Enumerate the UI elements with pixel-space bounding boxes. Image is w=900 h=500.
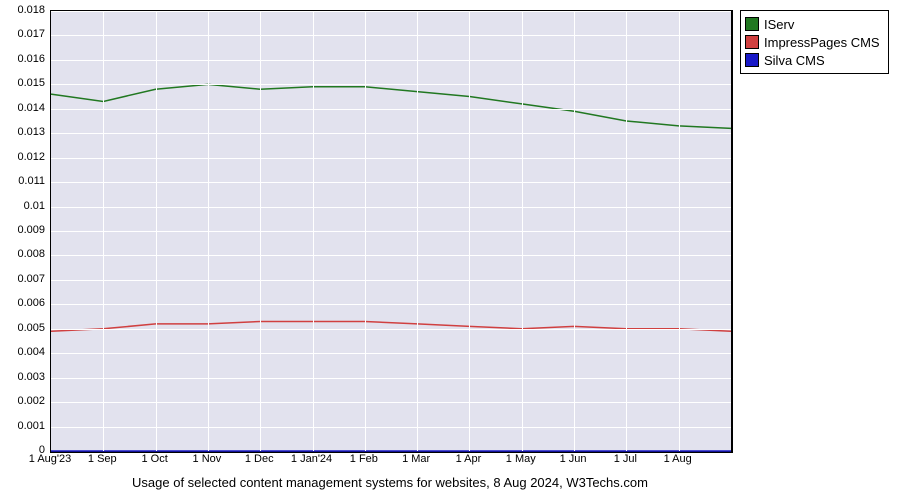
gridline-h [51,427,731,428]
y-axis-label: 0.018 [5,4,45,16]
y-axis-label: 0.004 [5,346,45,358]
gridline-h [51,207,731,208]
y-axis-label: 0.009 [5,224,45,236]
x-axis-label: 1 Mar [402,453,430,465]
legend-swatch [745,17,759,31]
y-axis-label: 0.005 [5,322,45,334]
legend-swatch [745,35,759,49]
legend-label: Silva CMS [764,53,825,68]
x-axis-label: 1 Jun [560,453,587,465]
chart-caption: Usage of selected content management sys… [0,475,780,490]
series-line [51,84,731,128]
legend-label: IServ [764,17,794,32]
x-axis-label: 1 Feb [350,453,378,465]
x-axis-label: 1 May [506,453,536,465]
gridline-v [365,11,366,451]
gridline-h [51,84,731,85]
legend-item: ImpressPages CMS [745,33,880,51]
y-axis-label: 0.012 [5,151,45,163]
x-axis-label: 1 Aug [664,453,692,465]
y-axis-label: 0.014 [5,102,45,114]
y-axis-label: 0.01 [5,200,45,212]
x-axis-label: 1 Nov [193,453,222,465]
gridline-h [51,329,731,330]
gridline-h [51,60,731,61]
x-axis-label: 1 Aug'23 [29,453,71,465]
gridline-h [51,255,731,256]
gridline-v [260,11,261,451]
gridline-h [51,158,731,159]
chart-container: IServ ImpressPages CMS Silva CMS Usage of … [0,0,900,500]
y-axis-label: 0.015 [5,77,45,89]
gridline-h [51,378,731,379]
x-axis-label: 1 Dec [245,453,274,465]
y-axis-label: 0.011 [5,175,45,187]
legend-label: ImpressPages CMS [764,35,880,50]
gridline-h [51,231,731,232]
gridline-v [156,11,157,451]
x-axis-label: 1 Jan'24 [291,453,332,465]
gridline-v [469,11,470,451]
y-axis-label: 0.017 [5,28,45,40]
gridline-v [522,11,523,451]
plot-area [50,10,733,453]
gridline-v [313,11,314,451]
gridline-h [51,109,731,110]
legend-item: Silva CMS [745,51,880,69]
y-axis-label: 0.016 [5,53,45,65]
gridline-v [417,11,418,451]
gridline-h [51,304,731,305]
gridline-v [679,11,680,451]
gridline-v [103,11,104,451]
x-axis-label: 1 Apr [456,453,482,465]
y-axis-label: 0.002 [5,395,45,407]
gridline-h [51,353,731,354]
legend: IServ ImpressPages CMS Silva CMS [740,10,889,74]
gridline-h [51,35,731,36]
gridline-v [208,11,209,451]
x-axis-label: 1 Sep [88,453,117,465]
gridline-h [51,402,731,403]
y-axis-label: 0.008 [5,248,45,260]
gridline-h [51,11,731,12]
y-axis-label: 0.007 [5,273,45,285]
x-axis-label: 1 Oct [141,453,167,465]
x-axis-label: 1 Jul [614,453,637,465]
y-axis-label: 0.006 [5,297,45,309]
y-axis-label: 0.013 [5,126,45,138]
y-axis-label: 0.003 [5,371,45,383]
gridline-v [574,11,575,451]
legend-item: IServ [745,15,880,33]
gridline-h [51,182,731,183]
gridline-v [626,11,627,451]
gridline-h [51,133,731,134]
y-axis-label: 0.001 [5,420,45,432]
gridline-h [51,280,731,281]
legend-swatch [745,53,759,67]
